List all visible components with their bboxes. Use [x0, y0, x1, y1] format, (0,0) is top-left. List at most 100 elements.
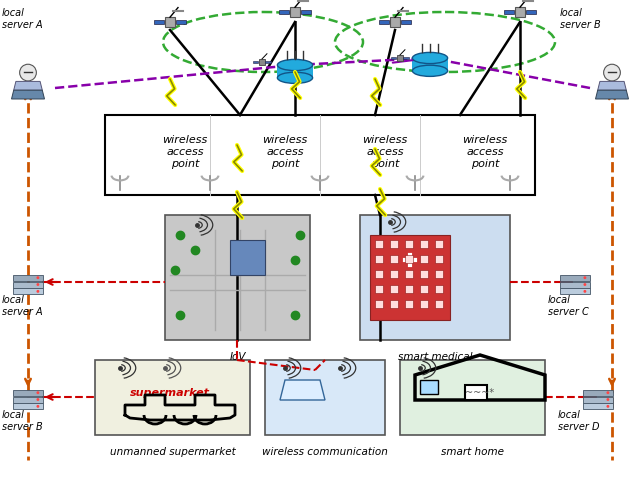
Bar: [390, 57, 396, 60]
Bar: [405, 270, 413, 278]
Circle shape: [36, 290, 39, 293]
Bar: [504, 10, 515, 14]
Bar: [265, 360, 385, 435]
Circle shape: [584, 276, 586, 279]
Circle shape: [36, 405, 39, 408]
Text: ~~~*: ~~~*: [465, 388, 495, 398]
FancyBboxPatch shape: [560, 282, 590, 288]
Bar: [403, 57, 408, 60]
Bar: [435, 255, 443, 263]
Circle shape: [607, 405, 609, 408]
Bar: [279, 10, 289, 14]
Bar: [420, 270, 428, 278]
Text: local
server C: local server C: [548, 295, 589, 317]
FancyBboxPatch shape: [560, 288, 590, 294]
Bar: [175, 20, 186, 24]
Bar: [420, 240, 428, 248]
FancyBboxPatch shape: [390, 17, 400, 27]
Bar: [435, 300, 443, 308]
Text: wireless
access
point: wireless access point: [462, 135, 508, 168]
Bar: [375, 300, 383, 308]
Bar: [390, 300, 398, 308]
Bar: [265, 60, 271, 63]
Bar: [435, 240, 443, 248]
Bar: [375, 285, 383, 293]
Circle shape: [20, 64, 36, 81]
Ellipse shape: [277, 60, 312, 71]
Text: wireless
access
point: wireless access point: [262, 135, 308, 168]
Bar: [420, 380, 438, 394]
Bar: [370, 235, 450, 320]
FancyBboxPatch shape: [13, 404, 44, 409]
FancyBboxPatch shape: [13, 275, 44, 281]
Text: smart medical: smart medical: [397, 352, 472, 362]
Text: wireless
access
point: wireless access point: [163, 135, 207, 168]
Bar: [401, 20, 411, 24]
Bar: [465, 385, 487, 400]
Bar: [165, 215, 310, 340]
Bar: [390, 240, 398, 248]
Text: wireless communication: wireless communication: [262, 447, 388, 457]
Polygon shape: [595, 90, 628, 99]
Ellipse shape: [277, 72, 312, 84]
Bar: [420, 255, 428, 263]
Ellipse shape: [412, 65, 447, 76]
FancyBboxPatch shape: [582, 404, 613, 409]
Circle shape: [36, 283, 39, 286]
Circle shape: [607, 391, 609, 394]
Text: local
server D: local server D: [558, 410, 600, 432]
Text: IoV: IoV: [229, 352, 246, 362]
Bar: [253, 60, 258, 63]
Bar: [379, 20, 389, 24]
FancyBboxPatch shape: [515, 7, 525, 17]
Text: local
server A: local server A: [2, 8, 43, 30]
Bar: [390, 255, 398, 263]
Bar: [525, 10, 536, 14]
Bar: [259, 59, 265, 65]
Bar: [390, 270, 398, 278]
Bar: [360, 215, 510, 340]
Polygon shape: [12, 90, 45, 99]
Bar: [405, 285, 413, 293]
Ellipse shape: [412, 52, 447, 64]
Bar: [420, 300, 428, 308]
Bar: [400, 360, 545, 435]
Bar: [375, 255, 383, 263]
FancyBboxPatch shape: [13, 390, 44, 396]
FancyBboxPatch shape: [13, 288, 44, 294]
Text: unmanned supermarket: unmanned supermarket: [109, 447, 236, 457]
Bar: [412, 58, 447, 71]
Bar: [154, 20, 164, 24]
Text: wireless
access
point: wireless access point: [362, 135, 408, 168]
Bar: [390, 285, 398, 293]
FancyBboxPatch shape: [560, 275, 590, 281]
Text: local
server B: local server B: [560, 8, 601, 30]
Bar: [420, 285, 428, 293]
Polygon shape: [13, 82, 42, 90]
Bar: [397, 55, 403, 61]
Circle shape: [36, 276, 39, 279]
Bar: [375, 270, 383, 278]
Bar: [405, 240, 413, 248]
Bar: [105, 115, 535, 195]
Text: smart home: smart home: [441, 447, 504, 457]
FancyBboxPatch shape: [582, 396, 613, 403]
Circle shape: [36, 398, 39, 401]
Text: local
server B: local server B: [2, 410, 43, 432]
Bar: [435, 285, 443, 293]
Circle shape: [36, 391, 39, 394]
Polygon shape: [280, 380, 325, 400]
Bar: [301, 10, 311, 14]
Circle shape: [584, 283, 586, 286]
Bar: [95, 360, 250, 435]
Text: local
server A: local server A: [2, 295, 43, 317]
Bar: [405, 255, 413, 263]
Bar: [405, 300, 413, 308]
Text: supermarket: supermarket: [130, 388, 210, 398]
Circle shape: [607, 398, 609, 401]
FancyBboxPatch shape: [290, 7, 300, 17]
Bar: [277, 65, 312, 78]
FancyBboxPatch shape: [13, 282, 44, 288]
FancyBboxPatch shape: [13, 396, 44, 403]
Bar: [375, 240, 383, 248]
